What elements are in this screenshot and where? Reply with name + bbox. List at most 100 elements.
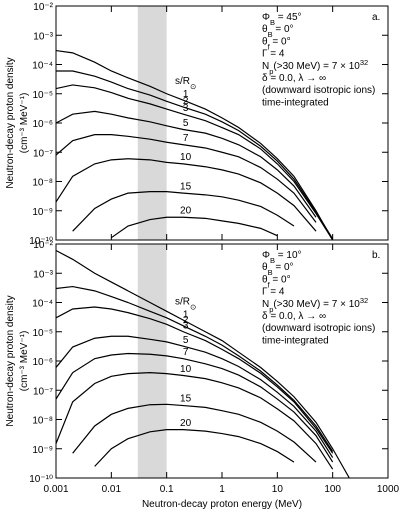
x-tick-label: 0.1 [160,484,174,495]
subscript: B [268,30,273,39]
y-tick-label: 10⁻⁸ [32,416,53,427]
text-part: = 10° [275,250,302,261]
annotation: time-integrated [262,335,329,346]
y-tick-label: 10⁻⁷ [33,148,53,159]
subscript: ⊙ [190,302,196,311]
series-label: 10 [180,152,192,163]
text-part: N [262,299,269,310]
y-tick-label: 10⁻⁵ [32,90,53,101]
annotation: δ = 0.0, λ → ∞ [262,311,326,322]
curve [56,306,334,454]
curve [72,403,317,463]
text-part: (>30 MeV) = 7 × 10 [273,299,360,310]
x-tick-label: 0.001 [43,484,68,495]
series-label: 7 [183,347,189,358]
curve [56,110,317,218]
y-tick-label: 10⁻⁷ [33,386,53,397]
annotation: δ = 0.0, λ → ∞ [262,73,326,84]
panel-label: b. [372,250,380,261]
subscript: p [269,66,273,75]
series-label: 20 [180,205,192,216]
panel-label: a. [372,12,380,23]
y-axis-title: (cm⁻³ MeV⁻¹) [19,331,30,392]
annotation: (downward isotropic ions) [262,85,375,96]
curve [94,429,295,467]
text-part: (>30 MeV) = 7 × 10 [273,61,360,72]
text-part: (downward isotropic ions) [262,323,375,334]
curve [56,372,334,470]
y-tick-label: 10⁻⁴ [32,61,53,72]
y-axis-title: (cm⁻³ MeV⁻¹) [19,93,30,154]
annotation: θB = 0° [262,262,294,277]
curve [56,70,334,240]
series-label: 10 [180,364,192,375]
subscript: B [268,268,273,277]
subscript: ⊙ [190,82,196,91]
text-part: θ [262,262,268,273]
curve [56,134,317,223]
subscript: f [268,42,271,51]
curves [56,249,350,478]
x-tick-label: 1000 [377,484,400,495]
y-tick-label: 10⁻¹⁰ [29,236,53,247]
y-tick-label: 10⁻³ [33,31,53,42]
legend-title: s/R⊙ [175,76,196,91]
text-part: = 45° [275,12,302,23]
y-tick-label: 10⁻⁶ [32,357,53,368]
text-part: δ = 0.0, λ → ∞ [262,73,326,84]
y-axis-title: Neutron-decay proton density [5,295,16,426]
curve [56,158,317,232]
subscript: f [268,280,271,289]
series-label: 2 [183,96,189,107]
text-part: Γ = 4 [262,287,285,298]
series-label: 3 [183,103,189,114]
text-part: (downward isotropic ions) [262,85,375,96]
annotation: Γ = 4 [262,49,285,60]
x-tick-label: 10 [272,484,284,495]
annotation: (downward isotropic ions) [262,323,375,334]
curve [56,49,334,240]
subscript: B [270,18,275,27]
x-tick-label: 100 [324,484,341,495]
text-part: Φ [262,250,270,261]
annotation: Np(>30 MeV) = 7 × 1032 [262,57,368,75]
x-tick-label: 1 [219,484,225,495]
text-part: s/R [175,296,190,307]
y-tick-label: 10⁻⁵ [32,328,53,339]
shaded-band [137,6,167,240]
text-part: = 0° [273,24,294,35]
curve [56,352,334,463]
text-part: = 0° [270,36,291,47]
series-label: 7 [183,133,189,144]
annotation: Np(>30 MeV) = 7 × 1032 [262,295,368,313]
curve [72,191,295,232]
series-label: 15 [180,181,192,192]
text-part: Γ = 4 [262,49,285,60]
series-label: 1 [183,89,189,100]
text-part: θ [262,36,268,47]
series-label: 5 [183,335,189,346]
series-label: 2 [183,315,189,326]
text-part: time-integrated [262,335,329,346]
x-tick-label: 0.01 [102,484,122,495]
text-part: N [262,61,269,72]
y-tick-label: 10⁻² [33,2,53,13]
annotation: ΦB = 10° [262,250,302,265]
y-tick-label: 10⁻⁶ [32,119,53,130]
text-part: = 0° [273,262,294,273]
subscript: p [269,304,273,313]
text-part: θ [262,274,268,285]
shaded-band [137,244,167,478]
text-part: δ = 0.0, λ → ∞ [262,311,326,322]
series-label: 3 [183,321,189,332]
superscript: 32 [360,57,368,66]
text-part: time-integrated [262,97,329,108]
annotation: Γ = 4 [262,287,285,298]
text-part: = 0° [270,274,291,285]
y-tick-label: 10⁻³ [33,269,53,280]
y-tick-label: 10⁻² [33,240,53,251]
superscript: 32 [360,295,368,304]
y-tick-label: 10⁻⁸ [32,178,53,189]
y-axis-title: Neutron-decay proton density [5,57,16,188]
